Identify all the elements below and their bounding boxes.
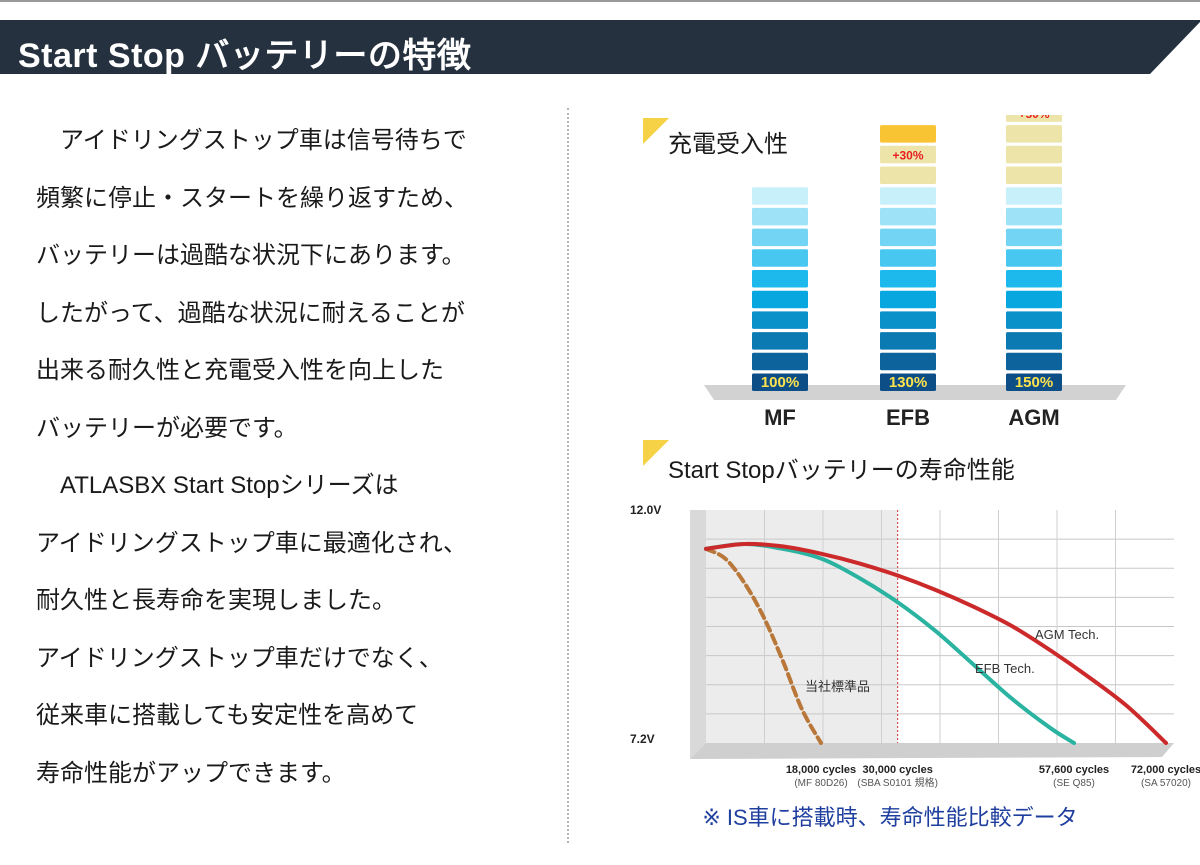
body-text-line: 出来る耐久性と充電受入性を向上した: [36, 357, 444, 384]
bar-value-label: 150%: [1015, 374, 1053, 391]
bar-segment: [1006, 187, 1062, 205]
bar-segment: [1006, 207, 1062, 226]
bar-segment: [1006, 115, 1062, 122]
bar-category-label: AGM: [1008, 405, 1059, 430]
yellow-corner-icon: [643, 440, 669, 466]
bar-segment: [752, 373, 808, 391]
bar-value-label: 100%: [761, 374, 799, 391]
bar-segment: [1006, 125, 1062, 143]
bar-agm: [1006, 115, 1062, 391]
plot-left-wall: [690, 510, 706, 759]
page-title: Start Stop バッテリーの特徴: [18, 37, 472, 75]
bar-chart-title: 充電受入性: [668, 131, 788, 158]
bar-segment: [1006, 311, 1062, 329]
bar-segment: [752, 187, 808, 205]
line-chart-title: Start Stopバッテリーの寿命性能: [668, 457, 1015, 484]
bar-segment: [752, 290, 808, 309]
series-agm-line: [704, 541, 1168, 745]
bar-segment: [752, 311, 808, 329]
body-text-line: バッテリーが必要です。: [36, 414, 298, 442]
series-standard-line: [704, 546, 823, 745]
header-bar: Start Stop バッテリーの特徴: [0, 20, 1200, 75]
bar-segment: [880, 373, 936, 391]
bar-increase-label: +30%: [892, 148, 923, 162]
bar-increase-label: +50%: [1018, 115, 1049, 121]
x-tick-sublabel: (SE Q85): [1053, 778, 1095, 789]
body-text-line: 寿命性能がアップできます。: [36, 759, 346, 787]
bar-segment: [1006, 352, 1062, 371]
bar-segment: [880, 166, 936, 184]
bar-segment: [880, 228, 936, 247]
bar-segment: [752, 332, 808, 350]
bar-segment: [880, 311, 936, 329]
x-tick-label: 72,000 cycles: [1131, 764, 1200, 776]
bar-segment: [880, 145, 936, 164]
bar-segment: [880, 249, 936, 267]
bar-segment: [1006, 332, 1062, 350]
bar-segment: [1006, 249, 1062, 267]
x-tick-label: 18,000 cycles: [786, 764, 856, 776]
x-tick-label: 30,000 cycles: [862, 764, 932, 776]
body-text: アイドリングストップ車は信号待ちで 頻繁に停止・スタートを繰り返すため、 バッテリー…: [36, 112, 536, 802]
cycle-life-line-chart: 12.0V 7.2V 18,000 cycles (MF 80D26) 30,000 c…: [630, 503, 1200, 789]
body-text-line: したがって、過酷な状況に耐えることが: [36, 299, 465, 327]
body-text-line: 頻繁に停止・スタートを繰り返すため、: [36, 184, 468, 212]
bar-segment: [880, 290, 936, 309]
bar-segment: [880, 332, 936, 350]
bar-segment: [1006, 290, 1062, 309]
bar-category-label: MF: [764, 405, 796, 430]
body-text-line: アイドリングストップ車は信号待ちで: [36, 127, 467, 154]
bar-segment: [880, 125, 936, 143]
body-text-line: 耐久性と長寿命を実現しました。: [36, 587, 396, 614]
chart-caption: ※ IS車に搭載時、寿命性能比較データ: [702, 805, 1078, 830]
bar-segment: [880, 207, 936, 226]
bar-segment: [1006, 228, 1062, 247]
header-background: [0, 20, 1200, 74]
x-tick-label: 57,600 cycles: [1039, 764, 1109, 776]
bar-efb: [880, 125, 936, 391]
bar-category-label: EFB: [886, 405, 930, 430]
x-tick-sublabel: (MF 80D26): [794, 778, 847, 789]
x-tick-sublabel: (SA 57020): [1141, 778, 1191, 789]
series-agm-label: AGM Tech.: [1035, 627, 1099, 642]
body-text-line: アイドリングストップ車だけでなく、: [36, 644, 443, 672]
body-text-line: 従来車に搭載しても安定性を高めて: [36, 702, 419, 729]
bar-segment: [1006, 373, 1062, 391]
bar-segment: [752, 352, 808, 371]
bar-segment: [1006, 166, 1062, 184]
y-tick-label: 12.0V: [630, 503, 661, 517]
x-tick-sublabel: (SBA S0101 規格): [857, 776, 938, 789]
top-rule: [0, 0, 1200, 2]
body-text-line: バッテリーは過酷な状況下にあります。: [36, 242, 466, 269]
bar-segment: [880, 270, 936, 288]
bar-segment: [752, 270, 808, 288]
plot-floor: [690, 743, 1174, 759]
bar-segment: [880, 187, 936, 205]
series-standard-label: 当社標準品: [805, 679, 870, 694]
bar-segment: [1006, 270, 1062, 288]
bar-segment: [752, 207, 808, 226]
body-text-line: ATLASBX Start Stopシリーズは: [36, 472, 399, 499]
bar-mf: [752, 187, 808, 391]
charge-acceptance-bar-chart: 100% MF 130% +30% EFB 150% +50% AGM: [704, 115, 1126, 430]
series-efb-label: EFB Tech.: [975, 661, 1035, 676]
bar-segment: [752, 249, 808, 267]
body-text-line: アイドリングストップ車に最適化され、: [36, 529, 468, 557]
bar-segment: [1006, 145, 1062, 164]
bar-segment: [880, 352, 936, 371]
y-tick-label: 7.2V: [630, 732, 655, 746]
vertical-divider: [567, 108, 569, 843]
yellow-corner-icon: [643, 118, 669, 144]
bar-segment: [752, 228, 808, 247]
bar-value-label: 130%: [889, 374, 927, 391]
